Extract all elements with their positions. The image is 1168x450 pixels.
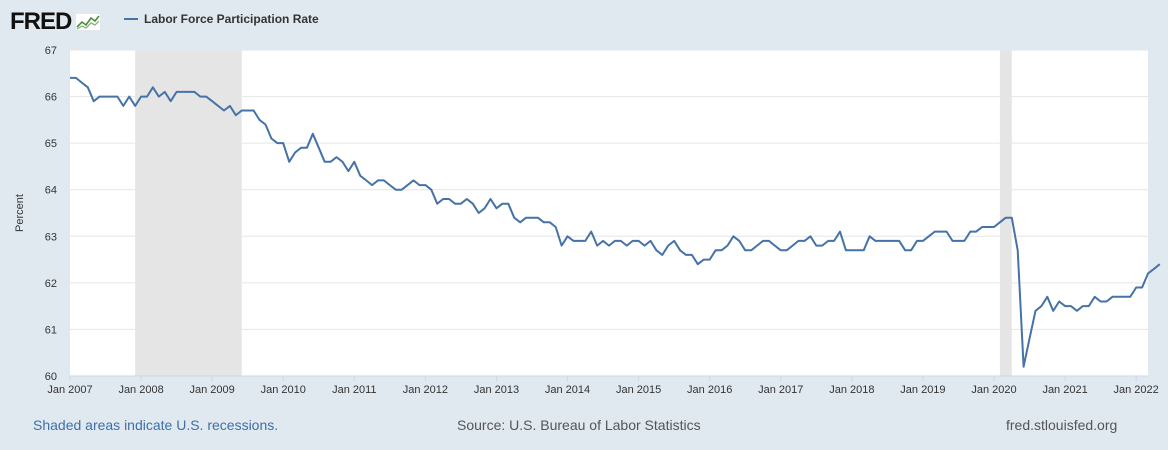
x-tick-label: Jan 2021: [1042, 384, 1087, 396]
x-tick-label: Jan 2019: [900, 384, 945, 396]
y-tick-label: 63: [45, 231, 57, 243]
x-tick-label: Jan 2008: [118, 384, 163, 396]
x-tick-label: Jan 2010: [261, 384, 306, 396]
x-tick-label: Jan 2020: [971, 384, 1016, 396]
x-tick-label: Jan 2022: [1114, 384, 1159, 396]
line-chart: 60 61 62 63 64 65 66 67 Jan 2007 Jan 2008 Jan 2009…: [14, 45, 1161, 396]
y-tick-label: 60: [45, 371, 57, 383]
recession-band-2: [999, 50, 1012, 376]
recession-note-link[interactable]: Shaded areas indicate U.S. recessions.: [33, 417, 279, 433]
y-axis-title: Percent: [14, 194, 26, 232]
y-tick-label: 62: [45, 278, 57, 290]
y-tick-label: 65: [45, 138, 57, 150]
x-tick-label: Jan 2012: [403, 384, 448, 396]
legend-label: Labor Force Participation Rate: [144, 12, 319, 26]
y-tick-label: 64: [45, 185, 57, 197]
fred-logo: FRED: [10, 8, 72, 35]
legend-swatch: [124, 18, 138, 20]
x-tick-label: Jan 2014: [545, 384, 590, 396]
x-tick-label: Jan 2018: [829, 384, 874, 396]
x-tick-label: Jan 2009: [190, 384, 235, 396]
x-tick-label: Jan 2016: [687, 384, 732, 396]
y-tick-label: 66: [45, 92, 57, 104]
chart-legend[interactable]: Labor Force Participation Rate: [124, 12, 319, 26]
x-tick-label: Jan 2007: [47, 384, 92, 396]
x-tick-label: Jan 2017: [758, 384, 803, 396]
x-tick-label: Jan 2011: [332, 384, 376, 396]
source-text: Source: U.S. Bureau of Labor Statistics: [457, 417, 701, 433]
y-tick-label: 61: [45, 324, 57, 336]
fred-brand[interactable]: FRED: [10, 8, 102, 36]
recession-band-1: [135, 50, 242, 376]
x-tick-label: Jan 2015: [616, 384, 661, 396]
y-tick-label: 67: [45, 45, 57, 57]
x-tick-label: Jan 2013: [474, 384, 519, 396]
site-link[interactable]: fred.stlouisfed.org: [1006, 417, 1118, 433]
logo-graph-icon: [75, 13, 102, 31]
plot-area: [70, 50, 1148, 376]
series-line-1[interactable]: [70, 76, 1161, 368]
